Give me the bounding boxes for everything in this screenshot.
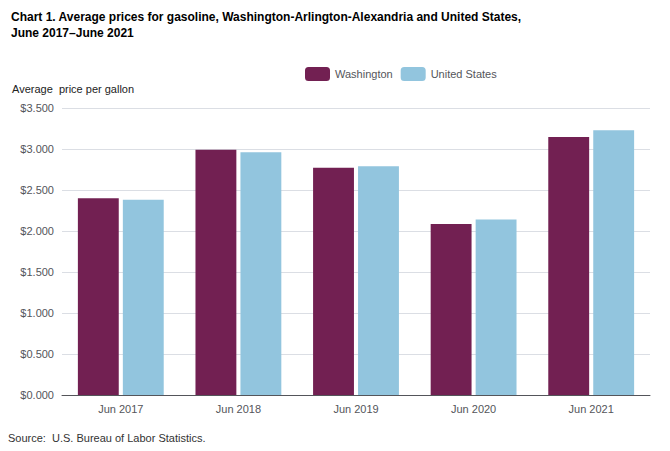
svg-text:Washington: Washington: [335, 68, 393, 80]
svg-text:$3.000: $3.000: [20, 143, 54, 155]
svg-text:Source: U.S. Bureau of Labor: Source: U.S. Bureau of Labor Statistics.: [8, 432, 205, 444]
svg-text:United States: United States: [431, 68, 498, 80]
svg-text:$3.500: $3.500: [20, 102, 54, 114]
svg-text:Jun 2021: Jun 2021: [569, 403, 614, 415]
svg-text:Jun 2020: Jun 2020: [451, 403, 496, 415]
svg-text:Jun 2019: Jun 2019: [333, 403, 378, 415]
svg-text:Average price per gallon: Average price per gallon: [12, 83, 134, 95]
svg-text:$2.000: $2.000: [20, 225, 54, 237]
svg-text:$1.500: $1.500: [20, 266, 54, 278]
svg-text:$2.500: $2.500: [20, 184, 54, 196]
svg-text:$0.500: $0.500: [20, 348, 54, 360]
svg-text:June 2017–June 2021: June 2017–June 2021: [11, 26, 134, 40]
svg-text:Jun 2017: Jun 2017: [98, 403, 143, 415]
svg-text:$1.000: $1.000: [20, 307, 54, 319]
svg-text:Chart 1. Average prices for ga: Chart 1. Average prices for gasoline, Wa…: [11, 10, 521, 24]
svg-text:Jun 2018: Jun 2018: [216, 403, 261, 415]
svg-text:$0.000: $0.000: [20, 389, 54, 401]
